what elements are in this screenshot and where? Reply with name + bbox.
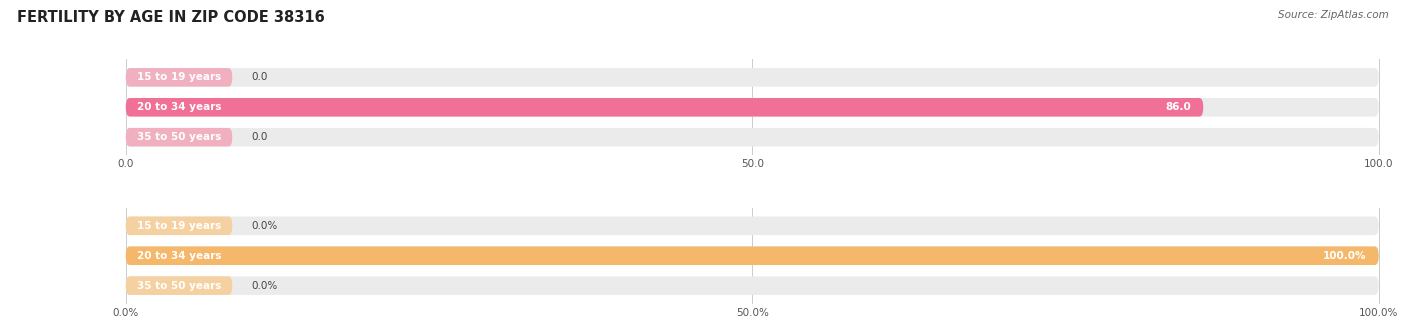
- FancyBboxPatch shape: [125, 68, 1379, 87]
- Text: 0.0%: 0.0%: [252, 280, 277, 291]
- Text: 35 to 50 years: 35 to 50 years: [136, 132, 221, 142]
- Text: 20 to 34 years: 20 to 34 years: [136, 251, 221, 261]
- Text: 35 to 50 years: 35 to 50 years: [136, 280, 221, 291]
- FancyBboxPatch shape: [125, 216, 1379, 235]
- Text: 20 to 34 years: 20 to 34 years: [136, 102, 221, 112]
- FancyBboxPatch shape: [125, 216, 232, 235]
- FancyBboxPatch shape: [125, 68, 232, 87]
- FancyBboxPatch shape: [125, 128, 232, 147]
- Text: 15 to 19 years: 15 to 19 years: [136, 72, 221, 82]
- Text: 86.0: 86.0: [1166, 102, 1191, 112]
- FancyBboxPatch shape: [125, 98, 1379, 116]
- FancyBboxPatch shape: [125, 276, 1379, 295]
- Text: 0.0: 0.0: [252, 132, 267, 142]
- FancyBboxPatch shape: [125, 247, 1379, 265]
- Text: FERTILITY BY AGE IN ZIP CODE 38316: FERTILITY BY AGE IN ZIP CODE 38316: [17, 10, 325, 25]
- FancyBboxPatch shape: [125, 128, 1379, 147]
- FancyBboxPatch shape: [125, 98, 1204, 116]
- Text: Source: ZipAtlas.com: Source: ZipAtlas.com: [1278, 10, 1389, 20]
- Text: 15 to 19 years: 15 to 19 years: [136, 221, 221, 231]
- Text: 0.0: 0.0: [252, 72, 267, 82]
- FancyBboxPatch shape: [125, 247, 1379, 265]
- Text: 0.0%: 0.0%: [252, 221, 277, 231]
- FancyBboxPatch shape: [125, 276, 232, 295]
- Text: 100.0%: 100.0%: [1323, 251, 1367, 261]
